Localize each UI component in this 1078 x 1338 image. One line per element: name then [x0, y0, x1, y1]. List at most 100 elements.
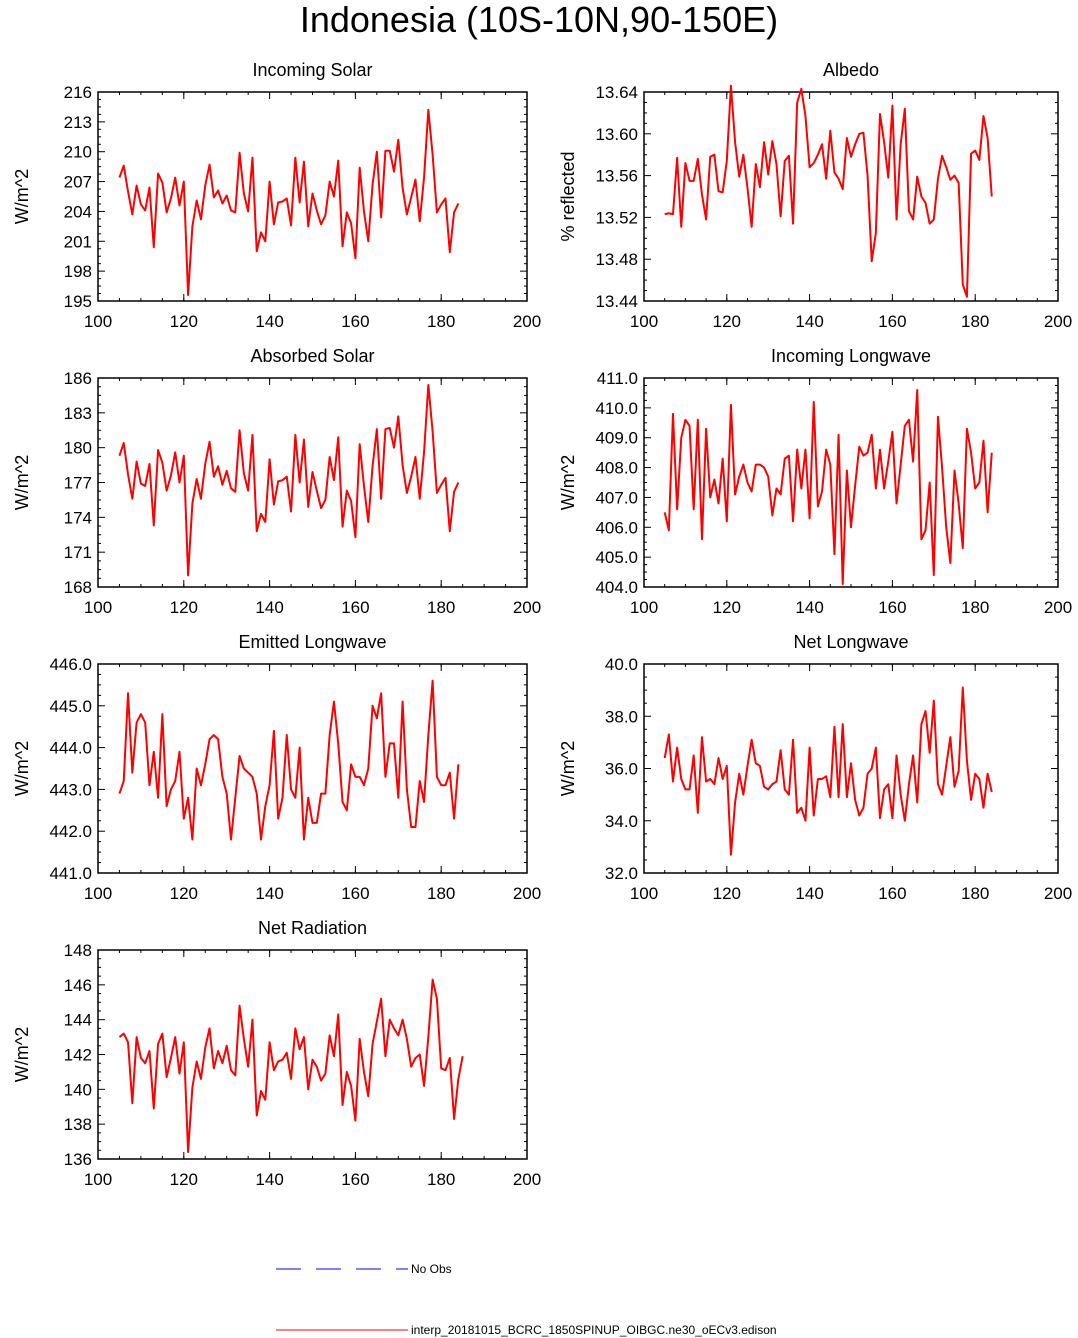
chart-7-xtick-label: 180 [427, 1170, 455, 1189]
chart-4-ytick-label: 405.0 [595, 548, 638, 567]
chart-6-ylabel: W/m^2 [558, 741, 578, 796]
chart-2-xtick-label: 140 [795, 312, 823, 331]
chart-3-ytick-label: 186 [64, 369, 92, 388]
chart-3-ytick-label: 174 [64, 508, 92, 527]
chart-2-xtick-label: 120 [713, 312, 741, 331]
chart-5-ytick-label: 441.0 [49, 864, 92, 883]
chart-7-series-line [118, 978, 464, 1154]
chart-4-xtick-label: 120 [713, 598, 741, 617]
chart-5-ytick-label: 445.0 [49, 697, 92, 716]
chart-3-xtick-label: 160 [341, 598, 369, 617]
chart-5-ytick-label: 442.0 [49, 822, 92, 841]
chart-4-title: Incoming Longwave [771, 346, 931, 366]
chart-7-ytick-label: 138 [64, 1115, 92, 1134]
chart-4-xtick-label: 160 [878, 598, 906, 617]
chart-2-ytick-label: 13.56 [595, 167, 638, 186]
chart-5-ytick-label: 444.0 [49, 739, 92, 758]
chart-4-xtick-label: 140 [795, 598, 823, 617]
chart-3-xtick-label: 140 [255, 598, 283, 617]
chart-5-ytick-label: 446.0 [49, 655, 92, 674]
chart-6-ytick-label: 32.0 [605, 864, 638, 883]
chart-7-ytick-label: 136 [64, 1150, 92, 1169]
chart-3: 100 120 140 160 180 200 168 171 174 177 180 183 186 A… [12, 346, 541, 617]
figure-title: Indonesia (10S-10N,90-150E) [299, 0, 779, 40]
chart-1-xtick-label: 200 [513, 312, 541, 331]
chart-6-ytick-label: 34.0 [605, 812, 638, 831]
chart-2-title: Albedo [823, 60, 879, 80]
chart-3-ytick-label: 180 [64, 439, 92, 458]
chart-3-ytick-label: 183 [64, 404, 92, 423]
chart-7-xtick-label: 160 [341, 1170, 369, 1189]
chart-6: 100 120 140 160 180 200 32.0 34.0 36.0 38.0 40.0 Ne… [558, 632, 1072, 903]
chart-4-ytick-label: 404.0 [595, 578, 638, 597]
chart-1-ytick-label: 216 [64, 83, 92, 102]
chart-1-xtick-label: 160 [341, 312, 369, 331]
chart-7-ytick-label: 146 [64, 976, 92, 995]
chart-6-xtick-label: 140 [795, 884, 823, 903]
chart-6-xtick-label: 180 [961, 884, 989, 903]
chart-4: 100 120 140 160 180 200 404.0 405.0 406.0 407.0 40… [558, 346, 1072, 617]
chart-3-xtick-label: 120 [170, 598, 198, 617]
chart-5-xtick-label: 200 [513, 884, 541, 903]
chart-2-ytick-label: 13.44 [595, 292, 638, 311]
chart-1-ytick-label: 213 [64, 113, 92, 132]
chart-1-ytick-label: 195 [64, 292, 92, 311]
legend-obs-label: No Obs [411, 1262, 452, 1276]
chart-7-xtick-label: 200 [513, 1170, 541, 1189]
chart-1-ylabel: W/m^2 [12, 169, 32, 224]
chart-7-ytick-label: 144 [64, 1011, 92, 1030]
chart-2-xtick-label: 160 [878, 312, 906, 331]
chart-6-ytick-label: 36.0 [605, 760, 638, 779]
chart-6-xtick-label: 100 [630, 884, 658, 903]
chart-1-ytick-label: 210 [64, 143, 92, 162]
chart-3-ytick-label: 168 [64, 578, 92, 597]
chart-4-ytick-label: 407.0 [595, 488, 638, 507]
chart-7-ylabel: W/m^2 [12, 1027, 32, 1082]
chart-5: 100 120 140 160 180 200 441.0 442.0 443.0 444.0 44… [12, 632, 541, 903]
chart-2-xtick-label: 200 [1044, 312, 1072, 331]
chart-3-series-line [118, 383, 460, 577]
chart-5-xtick-label: 180 [427, 884, 455, 903]
chart-1-xtick-label: 180 [427, 312, 455, 331]
chart-6-xtick-label: 120 [713, 884, 741, 903]
chart-7-xtick-label: 140 [255, 1170, 283, 1189]
chart-2-ytick-label: 13.64 [595, 83, 638, 102]
chart-5-ylabel: W/m^2 [12, 741, 32, 796]
chart-6-title: Net Longwave [793, 632, 908, 652]
chart-2-xtick-label: 180 [961, 312, 989, 331]
chart-1-xtick-label: 100 [84, 312, 112, 331]
chart-1: 100 120 140 160 180 200 195 198 201 204 207 210 213 2… [12, 60, 541, 331]
chart-3-xtick-label: 200 [513, 598, 541, 617]
chart-4-ylabel: W/m^2 [558, 455, 578, 510]
chart-1-ytick-label: 201 [64, 232, 92, 251]
chart-3-ylabel: W/m^2 [12, 455, 32, 510]
chart-3-xtick-label: 180 [427, 598, 455, 617]
chart-3-ytick-label: 177 [64, 474, 92, 493]
chart-5-xtick-label: 100 [84, 884, 112, 903]
chart-4-ytick-label: 409.0 [595, 429, 638, 448]
chart-1-ytick-label: 204 [64, 202, 92, 221]
chart-6-ytick-label: 40.0 [605, 655, 638, 674]
chart-4-xtick-label: 200 [1044, 598, 1072, 617]
chart-7-ytick-label: 142 [64, 1046, 92, 1065]
chart-2-ylabel: % reflected [558, 151, 578, 241]
chart-7-ytick-label: 140 [64, 1080, 92, 1099]
chart-3-title: Absorbed Solar [250, 346, 374, 366]
chart-7-title: Net Radiation [258, 918, 367, 938]
chart-2: 100 120 140 160 180 200 13.44 13.48 13.52 13.56 13… [558, 60, 1072, 331]
chart-2-xtick-label: 100 [630, 312, 658, 331]
chart-7-ytick-label: 148 [64, 941, 92, 960]
chart-4-series-line [663, 388, 993, 586]
chart-5-series-line [118, 679, 460, 841]
chart-4-ytick-label: 411.0 [597, 369, 638, 388]
chart-5-xtick-label: 160 [341, 884, 369, 903]
chart-7-xtick-label: 120 [170, 1170, 198, 1189]
chart-6-ytick-label: 38.0 [605, 707, 638, 726]
chart-1-xtick-label: 120 [170, 312, 198, 331]
chart-4-xtick-label: 100 [630, 598, 658, 617]
legend-model-label: interp_20181015_BCRC_1850SPINUP_OIBGC.ne… [411, 1323, 777, 1337]
chart-2-ytick-label: 13.52 [595, 208, 638, 227]
chart-6-xtick-label: 200 [1044, 884, 1072, 903]
